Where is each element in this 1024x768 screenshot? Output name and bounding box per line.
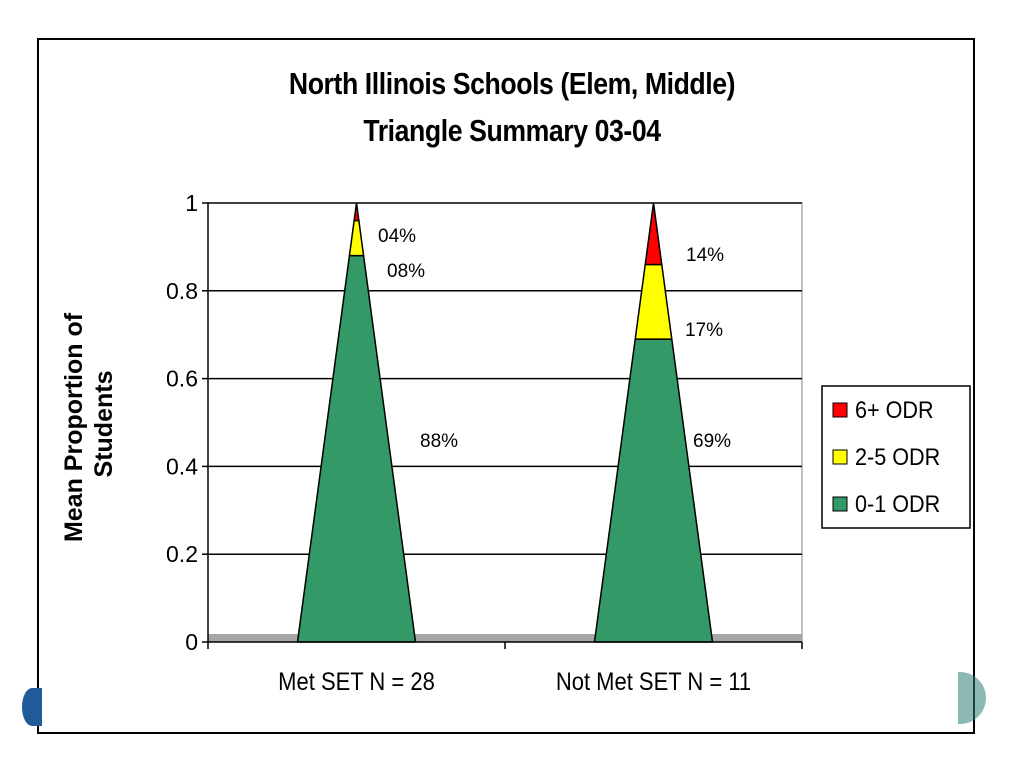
y-tick-label: 0.2 (166, 541, 198, 567)
gridlines (208, 202, 802, 555)
y-tick-label: 0 (185, 629, 198, 655)
legend-label: 6+ ODR (855, 396, 934, 423)
y-tick-label: 0.4 (166, 453, 198, 479)
legend-label: 2-5 ODR (855, 443, 940, 470)
data-labels: 88% 08% 04% 69% 17% 14% (378, 226, 731, 452)
y-tick-label: 1 (185, 190, 198, 216)
y-tick-label: 0.6 (166, 366, 198, 392)
y-tick-label: 0.8 (166, 278, 198, 304)
legend-swatch (832, 402, 848, 418)
plot-area (207, 202, 803, 643)
y-tick-labels: 0 0.2 0.4 0.6 0.8 1 (166, 190, 198, 655)
legend-swatch (832, 449, 848, 465)
bar-segment (644, 202, 663, 266)
data-label: 88% (420, 431, 458, 452)
x-category-label: Met SET N = 28 (278, 668, 435, 696)
x-tick-labels: Met SET N = 28 Not Met SET N = 11 (278, 668, 751, 696)
chart-title: North Illinois Schools (Elem, Middle) (288, 66, 736, 101)
chart-subtitle: Triangle Summary 03-04 (363, 113, 661, 148)
legend-swatch (832, 496, 848, 512)
y-axis-title-line2: Students (90, 371, 118, 478)
legend: 6+ ODR 2-5 ODR 0-1 ODR (821, 385, 971, 529)
bar-group (296, 202, 714, 643)
left-logo-icon (22, 688, 42, 726)
y-axis-title: Mean Proportion of Students (60, 306, 118, 542)
plot-floor (208, 634, 802, 642)
data-label: 04% (378, 226, 416, 247)
y-axis-title-line1: Mean Proportion of (60, 312, 88, 542)
plot-background (207, 202, 803, 643)
legend-label: 0-1 ODR (855, 490, 940, 517)
data-label: 14% (686, 245, 724, 266)
data-label: 17% (685, 320, 723, 341)
data-label: 69% (693, 431, 731, 452)
data-label: 08% (387, 261, 425, 282)
bar-segment (353, 202, 360, 222)
axes (202, 202, 803, 649)
x-category-label: Not Met SET N = 11 (556, 668, 751, 696)
